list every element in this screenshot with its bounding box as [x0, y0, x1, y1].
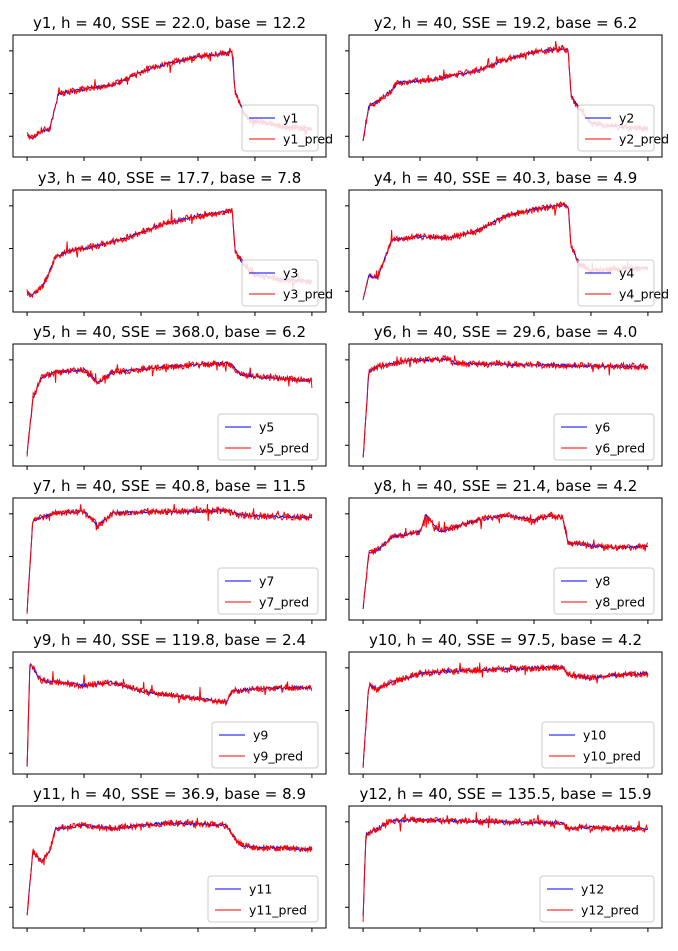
subplot-8: y8, h = 40, SSE = 21.4, base = 4.2 y8 y8_p…: [345, 477, 663, 624]
series-line-y7_pred: [26, 504, 313, 614]
subplot-title: y6, h = 40, SSE = 29.6, base = 4.0: [374, 323, 637, 341]
legend-label: y4_pred: [619, 287, 669, 302]
subplot-title: y9, h = 40, SSE = 119.8, base = 2.4: [33, 631, 306, 649]
subplot-title: y10, h = 40, SSE = 97.5, base = 4.2: [369, 631, 642, 649]
legend: y1 y1_pred: [241, 104, 333, 152]
legend: y10 y10_pred: [541, 721, 655, 769]
subplot-title: y12, h = 40, SSE = 135.5, base = 15.9: [359, 785, 651, 803]
legend: y5 y5_pred: [217, 413, 319, 461]
legend-label: y3: [283, 266, 298, 281]
subplot-5: y5, h = 40, SSE = 368.0, base = 6.2 y5 y5_…: [9, 323, 327, 470]
legend: y3 y3_pred: [241, 259, 333, 307]
legend-label: y8: [595, 574, 610, 589]
subplot-title: y11, h = 40, SSE = 36.9, base = 8.9: [33, 785, 306, 803]
subplot-7: y7, h = 40, SSE = 40.8, base = 11.5 y7 y7_…: [9, 477, 327, 624]
legend: y6 y6_pred: [553, 413, 655, 461]
subplot-12: y12, h = 40, SSE = 135.5, base = 15.9 y12…: [345, 785, 663, 932]
axes-frame: [12, 189, 327, 313]
subplot-title: y5, h = 40, SSE = 368.0, base = 6.2: [33, 323, 306, 341]
legend-label: y4: [619, 266, 634, 281]
legend: y7 y7_pred: [217, 567, 319, 615]
subplot-1: y1, h = 40, SSE = 22.0, base = 12.2 y1 y1_…: [9, 14, 333, 161]
series-line-y11_pred: [26, 817, 313, 916]
subplot-title: y3, h = 40, SSE = 17.7, base = 7.8: [38, 169, 301, 187]
legend: y2 y2_pred: [577, 104, 669, 152]
legend-label: y7: [259, 574, 274, 589]
subplot-4: y4, h = 40, SSE = 40.3, base = 4.9 y4 y4_p…: [345, 169, 669, 316]
legend-label: y3_pred: [283, 287, 333, 302]
series-line-y10_pred: [362, 662, 649, 768]
legend-label: y10: [583, 728, 606, 743]
subplot-11: y11, h = 40, SSE = 36.9, base = 8.9y11y1…: [9, 785, 327, 932]
axes-frame: [12, 34, 327, 158]
subplot-title: y7, h = 40, SSE = 40.8, base = 11.5: [33, 477, 306, 495]
axes-frame: [12, 343, 327, 467]
legend-label: y11_pred: [249, 903, 307, 918]
axes-frame: [12, 497, 327, 621]
series-line-y8_pred: [362, 511, 649, 606]
legend-label: y6_pred: [595, 441, 645, 456]
subplot-title: y4, h = 40, SSE = 40.3, base = 4.9: [374, 169, 637, 187]
subplot-9: y9, h = 40, SSE = 119.8, base = 2.4 y9 y9_…: [9, 631, 327, 778]
legend-label: y11: [249, 882, 272, 897]
legend-label: y2: [619, 111, 634, 126]
legend-label: y5_pred: [259, 441, 309, 456]
legend: y8 y8_pred: [553, 567, 655, 615]
legend-label: y2_pred: [619, 132, 669, 147]
subplot-title: y8, h = 40, SSE = 21.4, base = 4.2: [374, 477, 637, 495]
axes-frame: [348, 343, 663, 467]
series-line-y6_pred: [362, 354, 649, 457]
legend-label: y6: [595, 420, 610, 435]
legend-label: y7_pred: [259, 595, 309, 610]
axes-frame: [348, 189, 663, 313]
legend: y4 y4_pred: [577, 259, 669, 307]
series-line-y9_pred: [26, 663, 313, 766]
axes-frame: [348, 805, 663, 929]
legend: y11 y11_pred: [207, 875, 319, 923]
legend-label: y12: [581, 882, 604, 897]
legend: y9 y9_pred: [211, 721, 319, 769]
legend-label: y10_pred: [583, 749, 641, 764]
series-line-y5_pred: [26, 359, 313, 457]
legend-label: y9: [253, 728, 268, 743]
legend-label: y9_pred: [253, 749, 303, 764]
axes-frame: [348, 34, 663, 158]
axes-frame: [348, 497, 663, 621]
axes-frame: [12, 651, 327, 775]
legend-label: y1: [283, 111, 298, 126]
legend-label: y1_pred: [283, 132, 333, 147]
subplot-10: y10, h = 40, SSE = 97.5, base = 4.2y10y1…: [345, 631, 663, 778]
series-line-y12_pred: [362, 812, 649, 922]
legend: y12 y12_pred: [539, 875, 655, 923]
axes-frame: [348, 651, 663, 775]
legend-label: y8_pred: [595, 595, 645, 610]
subplot-6: y6, h = 40, SSE = 29.6, base = 4.0 y6 y6_p…: [345, 323, 663, 470]
axes-frame: [12, 805, 327, 929]
subplot-2: y2, h = 40, SSE = 19.2, base = 6.2 y2 y2_p…: [345, 14, 669, 161]
subplot-title: y1, h = 40, SSE = 22.0, base = 12.2: [33, 14, 306, 32]
legend-label: y12_pred: [581, 903, 639, 918]
subplot-title: y2, h = 40, SSE = 19.2, base = 6.2: [374, 14, 637, 32]
subplot-3: y3, h = 40, SSE = 17.7, base = 7.8 y3 y3_p…: [9, 169, 333, 316]
legend-label: y5: [259, 420, 274, 435]
